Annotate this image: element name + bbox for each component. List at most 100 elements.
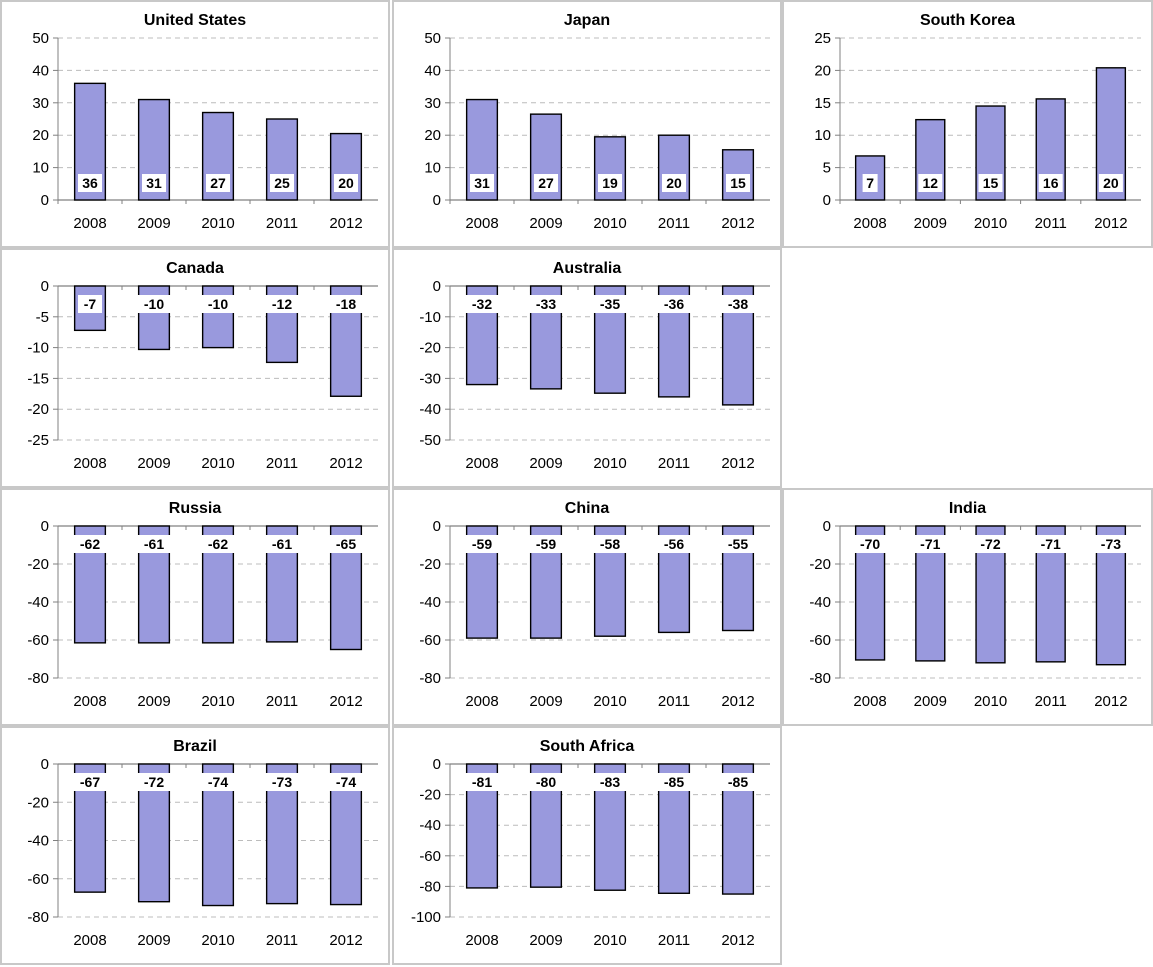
data-label: -61 xyxy=(272,536,292,552)
data-label: -12 xyxy=(272,296,292,312)
y-tick-label: 0 xyxy=(41,518,49,535)
data-label: 20 xyxy=(666,175,682,191)
y-tick-label: -30 xyxy=(419,370,441,387)
chart-panel-south-africa: South Africa 0 -20 -40 -60 -80 -100 -81 2008 -80 2… xyxy=(392,726,782,965)
data-label: -83 xyxy=(600,774,620,790)
data-label-bg xyxy=(721,773,755,791)
x-tick-label: 2010 xyxy=(974,693,1007,710)
data-label: 27 xyxy=(538,175,554,191)
chart-svg: 0 -5 -10 -15 -20 -25 -7 2008 -10 2009 -10 2010 -12 20… xyxy=(27,278,378,472)
chart-title: Brazil xyxy=(173,738,217,755)
chart-svg: 0 -20 -40 -60 -80 -59 2008 -59 2009 -58 2010 -56 201… xyxy=(419,518,770,710)
data-label-bg xyxy=(529,295,563,313)
data-label-bg xyxy=(470,174,494,192)
x-tick-label: 2011 xyxy=(658,932,690,949)
x-tick-label: 2011 xyxy=(266,455,298,472)
chart-panel-united-states: United States 0 10 20 30 40 50 36 2008 31 2009 27 20… xyxy=(0,0,390,248)
y-tick-label: 40 xyxy=(32,62,49,79)
chart-svg: 0 -20 -40 -60 -80 -70 2008 -71 2009 -72 2010 -71 201… xyxy=(809,518,1141,710)
x-tick-label: 2012 xyxy=(329,215,362,232)
y-tick-label: -20 xyxy=(27,401,49,418)
data-label: 12 xyxy=(923,175,939,191)
y-tick-label: 0 xyxy=(433,518,441,535)
data-label-bg xyxy=(137,295,171,313)
data-label-bg xyxy=(142,174,166,192)
data-label: 20 xyxy=(1103,175,1119,191)
data-label: -36 xyxy=(664,296,684,312)
x-tick-label: 2012 xyxy=(721,455,754,472)
x-tick-label: 2009 xyxy=(137,932,170,949)
x-tick-label: 2009 xyxy=(137,215,170,232)
data-label: -74 xyxy=(336,774,356,790)
y-tick-label: 0 xyxy=(41,278,49,295)
data-label: -70 xyxy=(860,536,880,552)
data-label-bg xyxy=(978,174,1003,192)
data-label-bg xyxy=(862,174,878,192)
data-label: -62 xyxy=(80,536,100,552)
y-tick-label: 0 xyxy=(433,278,441,295)
y-tick-label: 15 xyxy=(814,95,831,112)
chart-title: China xyxy=(564,500,610,517)
data-label-bg xyxy=(593,535,627,553)
x-tick-label: 2009 xyxy=(529,932,562,949)
y-tick-label: 0 xyxy=(433,756,441,773)
data-label-bg xyxy=(721,295,755,313)
chart-title: India xyxy=(948,500,987,517)
x-tick-label: 2008 xyxy=(465,455,498,472)
x-tick-label: 2011 xyxy=(266,932,298,949)
chart-panel-brazil: Brazil 0 -20 -40 -60 -80 -67 2008 -72 2009 -74 2010… xyxy=(0,726,390,965)
chart-panel-russia: Russia 0 -20 -40 -60 -80 -62 2008 -61 2009 -62 2010… xyxy=(0,488,390,726)
chart-svg: 0 5 10 15 20 25 7 2008 12 2009 15 2010 16 2011 20 2012 xyxy=(814,30,1141,232)
y-tick-label: -80 xyxy=(809,670,831,687)
x-tick-label: 2009 xyxy=(529,455,562,472)
y-tick-label: 20 xyxy=(424,127,441,144)
x-tick-label: 2011 xyxy=(658,693,690,710)
data-label: 20 xyxy=(338,175,354,191)
y-tick-label: -15 xyxy=(27,370,49,387)
x-tick-label: 2012 xyxy=(721,693,754,710)
y-tick-label: -80 xyxy=(419,878,441,895)
data-label: -33 xyxy=(536,296,556,312)
data-label-bg xyxy=(913,535,947,553)
data-label-bg xyxy=(329,535,363,553)
data-label-bg xyxy=(1098,174,1123,192)
y-tick-label: -80 xyxy=(27,670,49,687)
x-tick-label: 2010 xyxy=(593,455,626,472)
data-label-bg xyxy=(465,535,499,553)
data-label-bg xyxy=(73,773,107,791)
x-tick-label: 2011 xyxy=(658,455,690,472)
data-label: -35 xyxy=(600,296,620,312)
x-tick-label: 2008 xyxy=(73,932,106,949)
data-label-bg xyxy=(1094,535,1128,553)
x-tick-label: 2008 xyxy=(853,215,886,232)
data-label: -10 xyxy=(144,296,164,312)
data-label-bg xyxy=(593,295,627,313)
y-tick-label: 0 xyxy=(41,192,49,209)
y-tick-label: -20 xyxy=(419,340,441,357)
data-label-bg xyxy=(334,174,358,192)
data-label-bg xyxy=(73,535,107,553)
chart-panel-china: China 0 -20 -40 -60 -80 -59 2008 -59 2009 -58 2010 -… xyxy=(392,488,782,726)
y-tick-label: -60 xyxy=(809,632,831,649)
y-tick-label: 5 xyxy=(823,160,831,177)
chart-title: Japan xyxy=(563,12,611,29)
x-tick-label: 2009 xyxy=(137,693,170,710)
data-label: -71 xyxy=(1041,536,1061,552)
y-tick-label: -60 xyxy=(27,632,49,649)
y-tick-label: 0 xyxy=(41,756,49,773)
data-label-bg xyxy=(534,174,558,192)
data-label: 27 xyxy=(210,175,226,191)
y-tick-label: -40 xyxy=(419,817,441,834)
x-tick-label: 2011 xyxy=(1035,215,1067,232)
data-label: -7 xyxy=(84,296,97,312)
x-tick-label: 2008 xyxy=(853,693,886,710)
y-tick-label: -25 xyxy=(27,432,49,449)
data-label: -80 xyxy=(536,774,556,790)
y-tick-label: -60 xyxy=(419,848,441,865)
chart-svg: 0 -20 -40 -60 -80 -67 2008 -72 2009 -74 2010 -73 201… xyxy=(27,756,378,949)
data-label: -61 xyxy=(144,536,164,552)
data-label-bg xyxy=(726,174,750,192)
x-tick-label: 2010 xyxy=(593,693,626,710)
chart-title: South Korea xyxy=(919,12,1016,29)
